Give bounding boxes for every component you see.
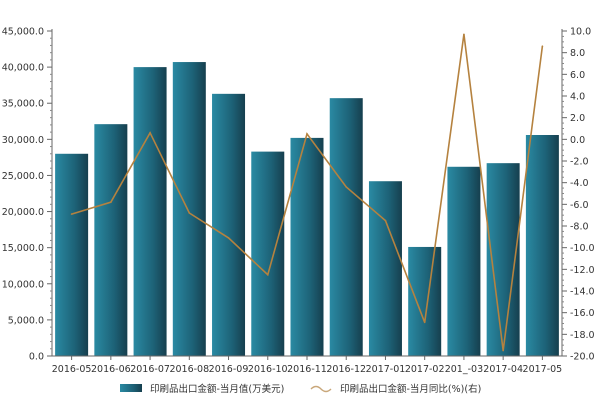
x-tick-label: 2016-11 <box>287 364 327 375</box>
bar-2017-01 <box>368 181 402 356</box>
yoy-point-2016-09 <box>227 237 230 239</box>
yoy-point-2017-04 <box>502 349 504 352</box>
bar-2016-12 <box>329 98 363 357</box>
yoy-point-2016-07 <box>149 132 151 134</box>
right-tick-label: -6.0 <box>570 200 589 211</box>
bar-2016-06 <box>94 124 128 357</box>
bar-2016-08 <box>172 62 206 357</box>
x-tick-label: 2016-10 <box>248 364 288 375</box>
bar-2017-05 <box>525 135 559 356</box>
x-tick-label: 2016-12 <box>326 364 366 375</box>
right-tick-label: -8.0 <box>570 222 589 233</box>
legend-line-label: 印刷品出口金额-当月同比(%)(右) <box>340 383 481 395</box>
right-tick-label: 10.0 <box>570 27 591 38</box>
x-tick-label: 2017-01 <box>366 364 406 375</box>
right-tick-label: -12.0 <box>570 265 595 276</box>
yoy-point-2016-08 <box>188 212 191 214</box>
bar-2016-10 <box>251 151 285 356</box>
bar-2016-05 <box>55 153 89 356</box>
x-tick-label: 2016-07 <box>130 364 170 375</box>
bar-2016-11 <box>290 137 324 356</box>
left-tick-label: 40,000.0 <box>2 63 44 74</box>
yoy-point-2017-03 <box>463 33 465 36</box>
legend-line-swatch <box>310 385 332 393</box>
right-tick-label: -18.0 <box>570 330 595 341</box>
bar-2016-09 <box>212 93 246 356</box>
yoy-point-2016-12 <box>345 186 348 188</box>
left-tick-label: 0.0 <box>29 352 44 363</box>
yoy-point-2017-05 <box>541 45 544 47</box>
right-tick-label: -16.0 <box>570 308 595 319</box>
right-tick-label: -14.0 <box>570 287 595 298</box>
yoy-point-2016-05 <box>70 213 73 215</box>
bar-2016-07 <box>133 67 167 356</box>
left-tick-label: 25,000.0 <box>2 171 44 182</box>
bar-2017-03 <box>447 166 481 356</box>
x-tick-label: 2016-06 <box>91 364 131 375</box>
left-tick-label: 35,000.0 <box>2 99 44 110</box>
yoy-point-2016-11 <box>306 133 308 135</box>
right-tick-label: -10.0 <box>570 243 595 254</box>
x-tick-label: 2016-05 <box>52 364 92 375</box>
right-tick-label: -2.0 <box>570 157 589 168</box>
x-tick-label: 2017-02 <box>405 364 445 375</box>
legend-bar-label: 印刷品出口金额-当月值(万美元) <box>150 383 284 395</box>
right-tick-label: 6.0 <box>570 70 585 81</box>
right-tick-label: 0.0 <box>570 135 585 146</box>
x-tick-label: 2017-05 <box>523 364 563 375</box>
yoy-point-2017-01 <box>384 219 387 222</box>
left-tick-label: 10,000.0 <box>2 279 44 290</box>
x-tick-label: 2016-09 <box>209 364 249 375</box>
yoy-point-2017-02 <box>423 321 426 324</box>
left-tick-label: 30,000.0 <box>2 135 44 146</box>
x-tick-label: 2017-04 <box>483 364 523 375</box>
yoy-point-2016-10 <box>266 273 269 276</box>
left-tick-label: 20,000.0 <box>2 207 44 218</box>
right-tick-label: 4.0 <box>570 92 585 103</box>
x-tick-label: 201_-03 <box>445 364 483 375</box>
x-tick-label: 2016-08 <box>169 364 209 375</box>
right-tick-label: 2.0 <box>570 113 585 124</box>
legend-bar-swatch <box>120 384 142 392</box>
left-tick-label: 15,000.0 <box>2 243 44 254</box>
right-tick-label: -20.0 <box>570 352 595 363</box>
left-tick-label: 45,000.0 <box>2 27 44 38</box>
bar-2017-02 <box>408 246 442 356</box>
right-tick-label: 8.0 <box>570 48 585 59</box>
right-tick-label: -4.0 <box>570 178 589 189</box>
left-tick-label: 5,000.0 <box>8 315 44 326</box>
yoy-point-2016-06 <box>110 201 112 203</box>
